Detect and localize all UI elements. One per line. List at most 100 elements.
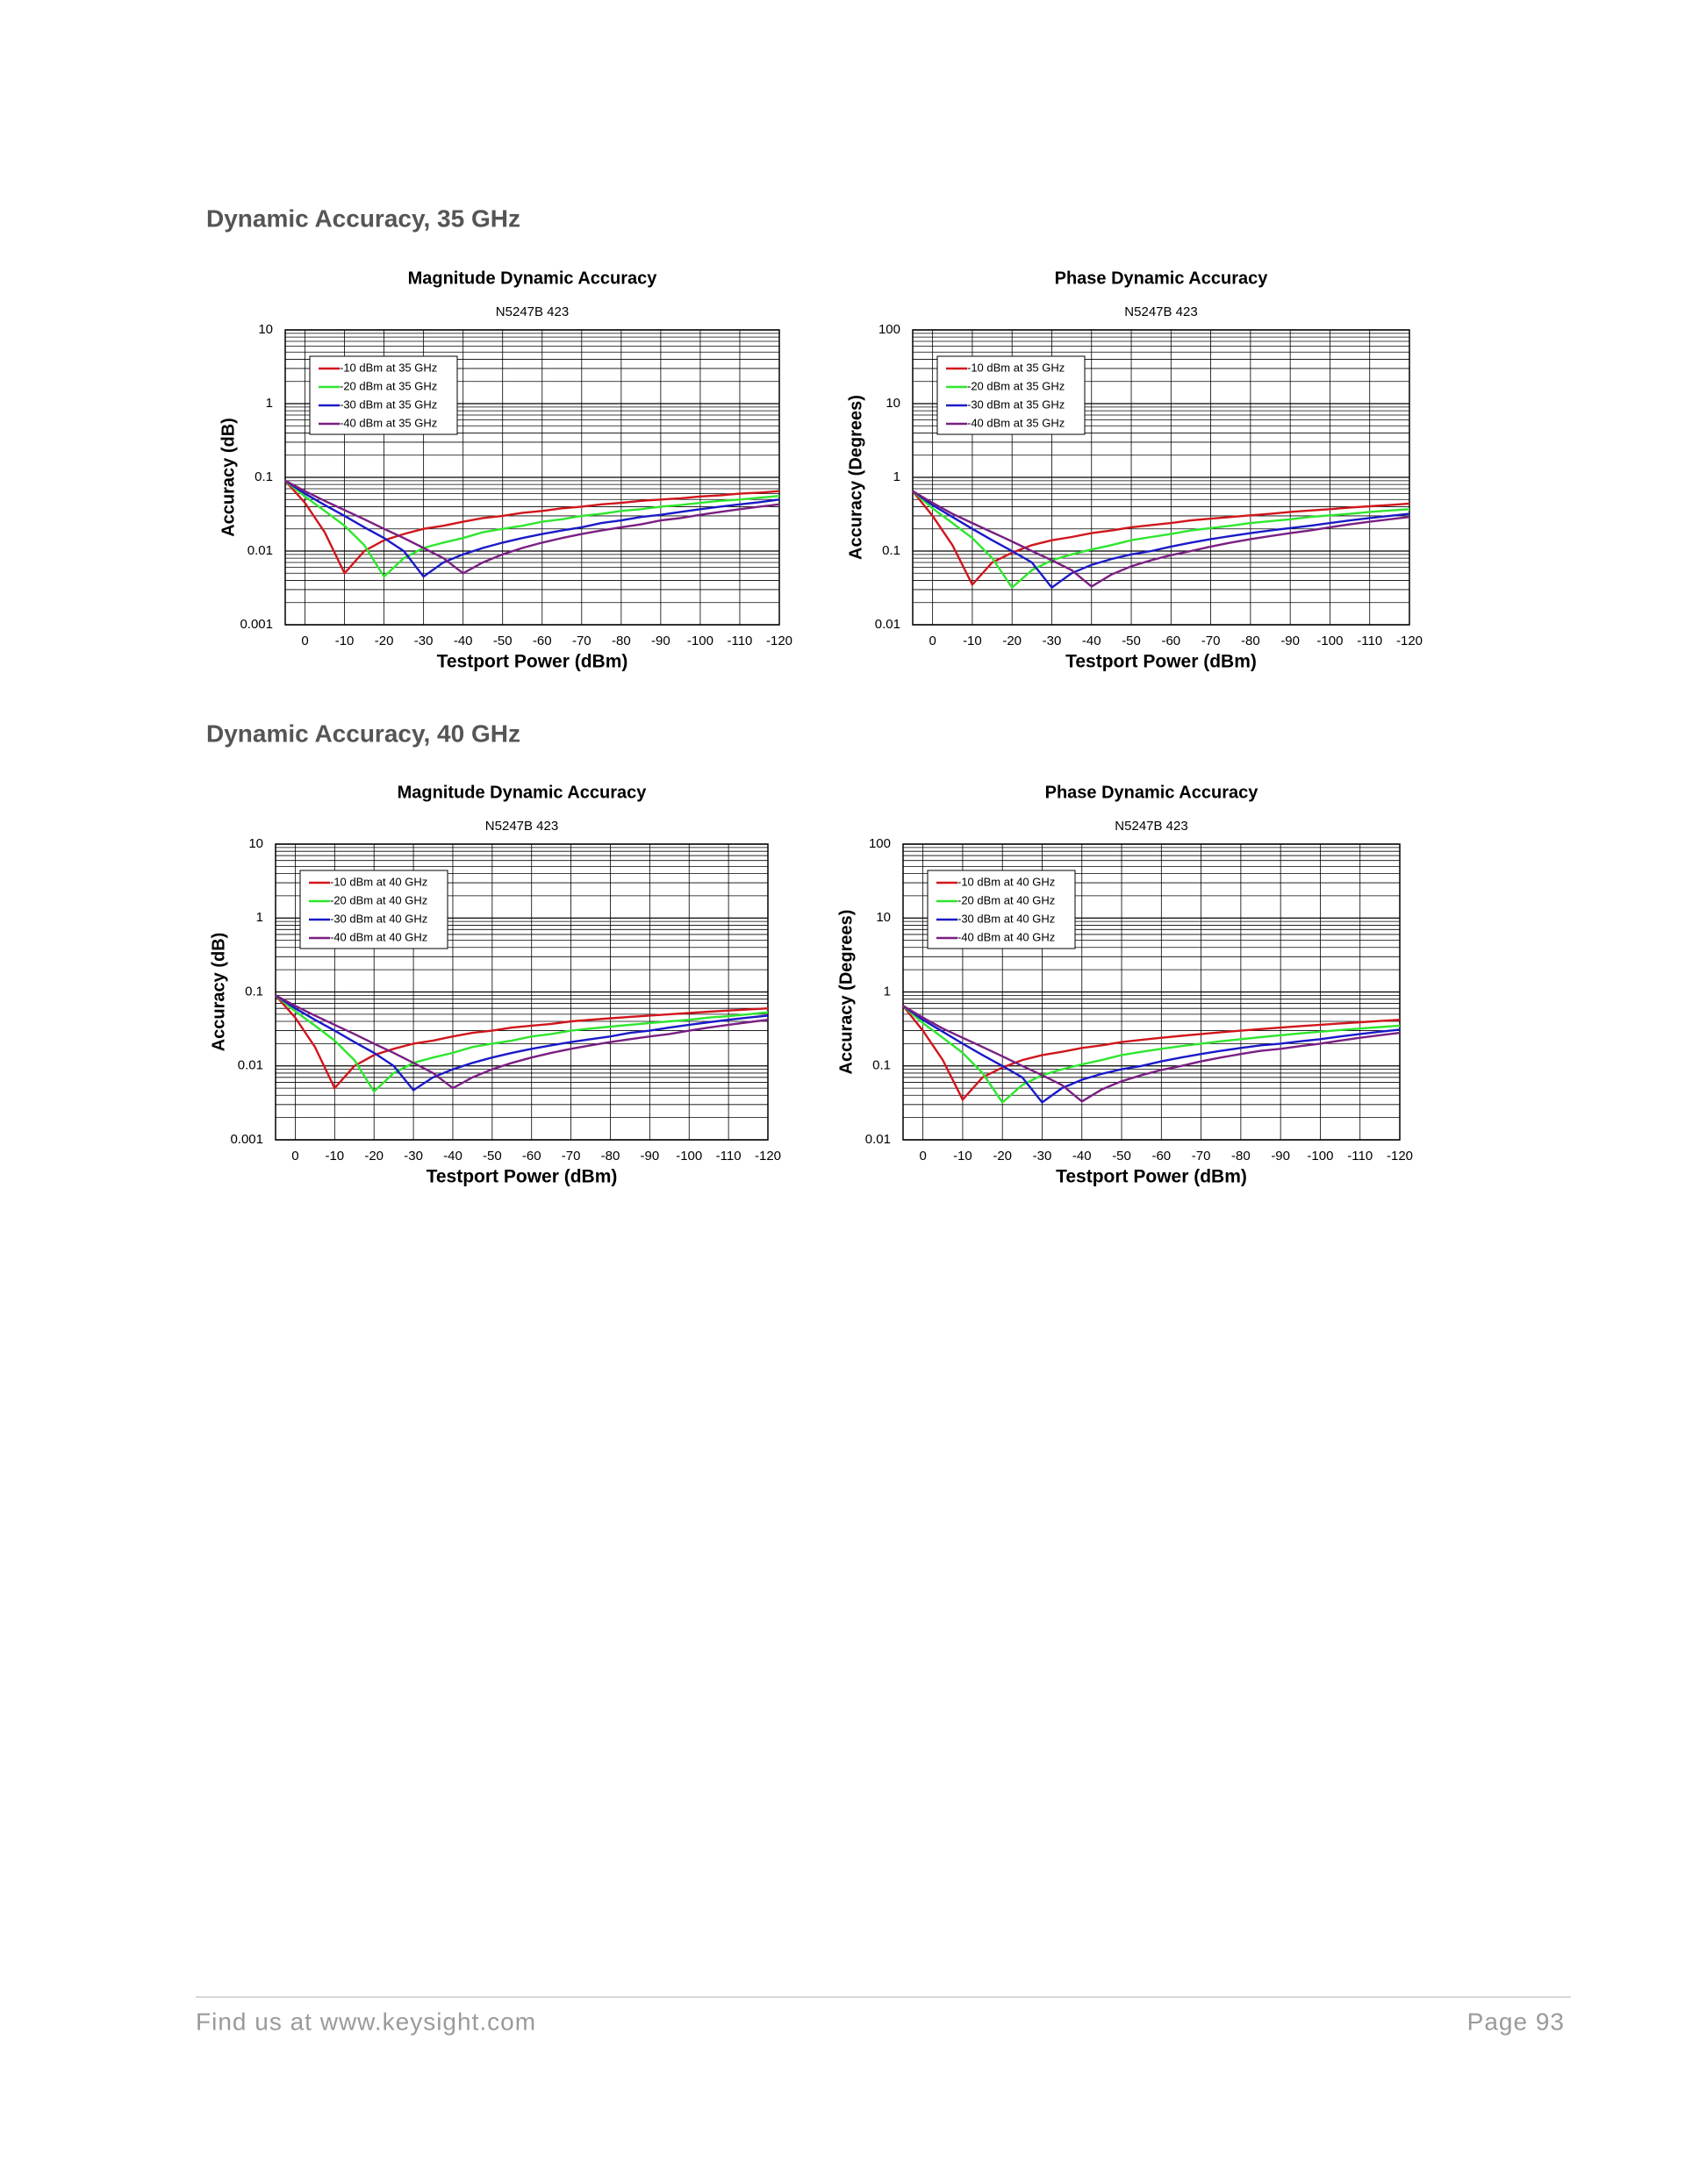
x-axis-label: Testport Power (dBm) [437,652,628,672]
x-axis-label: Testport Power (dBm) [1056,1167,1247,1187]
y-tick-label: 0.1 [245,984,263,999]
y-tick-label: 0.001 [240,617,273,632]
y-axis-label: Accuracy (dB) [209,933,228,1052]
chart-subtitle: N5247B 423 [485,819,558,834]
x-tick-label: -110 [727,634,752,648]
legend-label: -40 dBm at 35 GHz [340,416,437,429]
x-tick-label: -10 [953,1149,972,1164]
x-tick-label: 0 [301,634,308,648]
x-tick-label: -100 [1307,1149,1333,1164]
x-tick-label: -50 [1122,634,1141,648]
chart: Phase Dynamic Accuracy N5247B 423 Testport… [836,783,1413,1186]
legend-label: -20 dBm at 40 GHz [330,893,427,906]
x-tick-label: -40 [1072,1149,1092,1164]
y-tick-label: 10 [886,396,900,411]
x-tick-label: -120 [1387,1149,1413,1164]
legend-label: -30 dBm at 40 GHz [957,912,1055,925]
x-tick-label: -100 [1316,634,1343,648]
x-tick-label: -40 [1082,634,1101,648]
y-tick-label: 100 [878,322,900,337]
x-tick-label: -10 [963,634,982,648]
legend-label: -20 dBm at 35 GHz [340,379,437,392]
legend-label: -40 dBm at 40 GHz [957,930,1055,943]
series-line [912,490,1410,587]
legend-label: -20 dBm at 35 GHz [967,379,1065,392]
legend-label: -10 dBm at 35 GHz [340,361,437,374]
y-axis-label: Accuracy (dB) [219,418,238,537]
x-tick-label: -90 [641,1149,660,1164]
series-line [284,479,780,578]
chart: Magnitude Dynamic Accuracy N5247B 423 Test… [209,783,781,1186]
chart-subtitle: N5247B 423 [1124,304,1197,319]
x-tick-label: -20 [993,1149,1012,1164]
legend-box [936,355,1086,435]
legend-label: -10 dBm at 40 GHz [330,875,427,888]
y-tick-label: 1 [266,396,273,411]
series-line [902,1005,1401,1105]
x-tick-label: -50 [493,634,513,648]
legend-box [299,870,448,949]
x-tick-label: -30 [1043,634,1062,648]
y-tick-label: 100 [869,836,891,851]
x-tick-label: -120 [1396,634,1423,648]
x-tick-label: -80 [1231,1149,1251,1164]
y-tick-label: 0.01 [875,617,900,632]
x-tick-label: -20 [1002,634,1022,648]
y-tick-label: 1 [884,984,891,999]
x-tick-label: -20 [375,634,394,648]
y-tick-label: 0.01 [865,1132,891,1147]
section-heading: Dynamic Accuracy, 40 GHz [206,720,520,747]
y-tick-label: 0.01 [238,1058,263,1073]
series-line [284,479,780,578]
x-tick-label: -120 [755,1149,781,1164]
x-tick-label: -70 [562,1149,581,1164]
x-tick-label: -70 [1192,1149,1211,1164]
legend-label: -20 dBm at 40 GHz [957,893,1055,906]
page-number: Page 93 [1467,2008,1565,2035]
y-tick-label: 0.1 [255,469,273,484]
x-tick-label: -30 [414,634,434,648]
legend-label: -30 dBm at 35 GHz [340,397,437,411]
x-tick-label: -20 [364,1149,384,1164]
x-tick-label: 0 [291,1149,298,1164]
y-axis-label: Accuracy (Degrees) [836,910,856,1075]
legend-label: -30 dBm at 40 GHz [330,912,427,925]
series-line [275,994,769,1093]
y-tick-label: 1 [256,910,263,925]
y-tick-label: 0.01 [247,543,273,558]
x-tick-label: -100 [676,1149,702,1164]
x-tick-label: -70 [1201,634,1221,648]
y-tick-label: 10 [248,836,263,851]
series-line [902,1005,1401,1102]
x-tick-label: -60 [522,1149,541,1164]
x-tick-label: -90 [651,634,670,648]
x-tick-label: -40 [454,634,473,648]
chart-subtitle: N5247B 423 [1115,819,1187,834]
legend-label: -40 dBm at 40 GHz [330,930,427,943]
x-tick-label: -60 [1161,634,1180,648]
chart-subtitle: N5247B 423 [496,304,569,319]
legend-label: -30 dBm at 35 GHz [967,397,1065,411]
chart-title: Phase Dynamic Accuracy [1055,269,1269,288]
y-tick-label: 10 [876,910,891,925]
x-tick-label: 0 [919,1149,926,1164]
x-tick-label: -10 [335,634,355,648]
chart: Magnitude Dynamic Accuracy N5247B 423 Test… [219,269,792,671]
series-line [275,994,769,1090]
x-tick-label: -70 [572,634,592,648]
y-tick-label: 0.1 [882,543,900,558]
legend-label: -40 dBm at 35 GHz [967,416,1065,429]
x-tick-label: -60 [1151,1149,1171,1164]
series-line [912,490,1410,590]
series-line [912,490,1410,588]
series-line [275,994,769,1092]
x-tick-label: 0 [929,634,936,648]
x-tick-label: -60 [533,634,552,648]
legend-label: -10 dBm at 40 GHz [957,875,1055,888]
x-tick-label: -90 [1280,634,1300,648]
chart: Phase Dynamic Accuracy N5247B 423 Testport… [846,269,1423,671]
x-tick-label: -40 [443,1149,462,1164]
chart-title: Magnitude Dynamic Accuracy [408,269,658,288]
